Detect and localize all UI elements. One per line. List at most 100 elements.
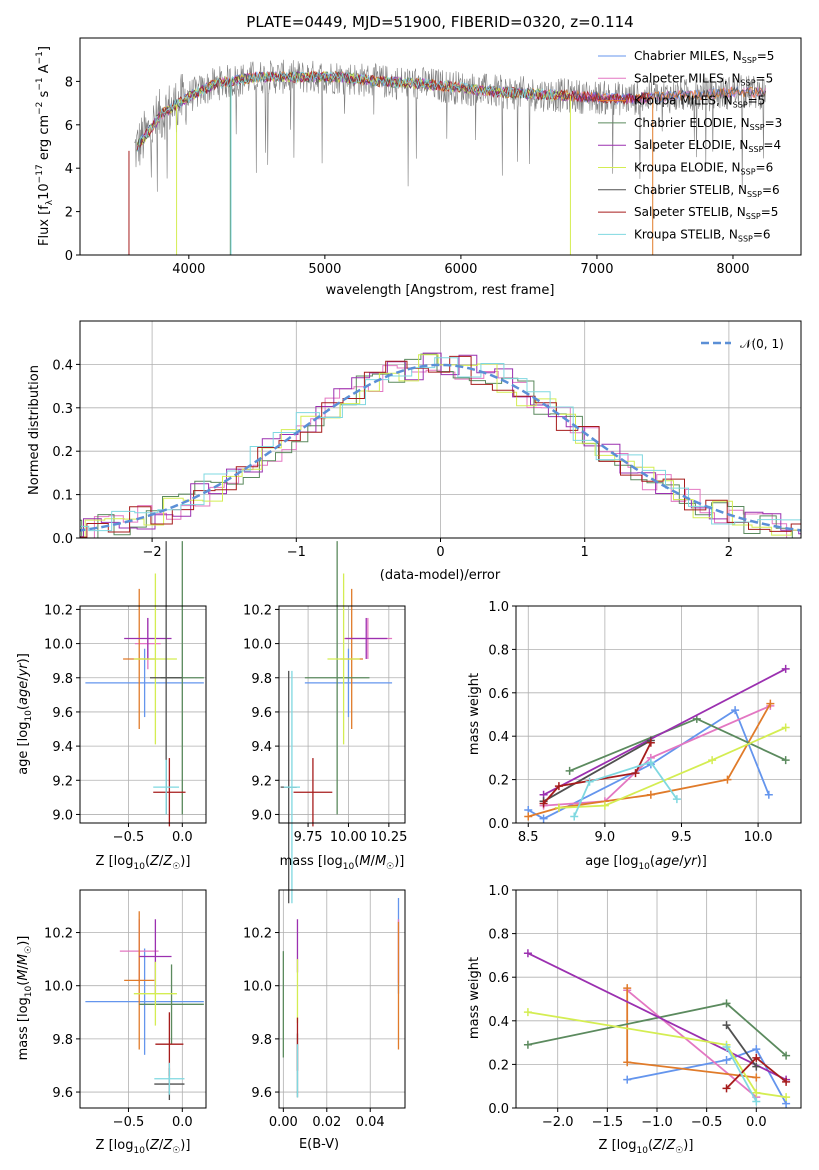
spectrum-xtick-label: 8000: [716, 262, 749, 277]
residual-ytick-label: 0.0: [52, 532, 73, 547]
weight-vs-age-marker: [539, 799, 548, 808]
weight-vs-age-ylabel: mass weight: [467, 673, 482, 755]
age-vs-Z-ytick-label: 9.6: [52, 706, 73, 721]
weight-vs-age-marker: [524, 812, 533, 821]
residual-histograms: [80, 352, 801, 538]
weight-vs-Z-marker: [623, 1075, 632, 1084]
residual-ytick-label: 0.3: [52, 402, 73, 417]
weight-vs-Z-ytick-label: 0.4: [488, 1015, 509, 1030]
weight-vs-Z-ylabel: mass weight: [467, 957, 482, 1039]
weight-vs-age-ytick-label: 0.4: [488, 730, 509, 745]
age-vs-Z-ytick-label: 9.0: [52, 808, 73, 823]
mass-vs-EBV-panel: 0.00 0.02 0.04 9.6 9.8 10.0 10.2: [243, 889, 406, 1130]
residual-xtick-label: −2: [143, 545, 162, 560]
age-vs-mass-ytick-label: 10.2: [243, 603, 272, 618]
weight-vs-age-marker: [723, 775, 732, 784]
weight-vs-Z-line-4: [527, 952, 787, 1081]
weight-vs-Z-xtick-label: −0.5: [691, 1115, 723, 1130]
weight-vs-age-marker: [600, 801, 609, 810]
weight-vs-Z-marker: [782, 1093, 791, 1102]
spectrum-xtick-label: 5000: [308, 262, 341, 277]
legend-label-1: Salpeter MILES, NSSP=5: [634, 71, 773, 87]
spectrum-xtick-label: 4000: [172, 262, 205, 277]
weight-vs-age-marker: [646, 790, 655, 799]
age-vs-Z-ytick-label: 10.0: [44, 638, 73, 653]
weight-vs-age-line-1: [543, 704, 771, 807]
spectrum-ytick-label: 8: [65, 75, 73, 90]
weight-vs-Z-marker: [752, 1088, 761, 1097]
weight-vs-Z-line-5: [527, 1011, 787, 1098]
weight-vs-age-marker: [781, 664, 790, 673]
weight-vs-Z-line-1: [626, 989, 757, 1098]
weight-vs-Z-line-0: [627, 1047, 787, 1105]
weight-vs-age-line-5: [558, 726, 787, 809]
legend-label-5: Kroupa ELODIE, NSSP=6: [634, 161, 773, 177]
age-vs-Z-xtick-label: −0.5: [113, 830, 145, 845]
mass-vs-EBV-ytick-label: 10.0: [243, 980, 272, 995]
spectrum-frame: [79, 37, 802, 256]
legend-label-0: Chabrier MILES, NSSP=5: [634, 49, 774, 65]
weight-vs-Z-marker: [523, 1008, 532, 1017]
weight-vs-age-panel: 8.5 9.0 9.5 10.0 0.0 0.2 0.4 0.6 0.8 1.0: [488, 600, 802, 845]
weight-vs-age-xtick-label: 9.0: [595, 830, 616, 845]
residual-panel: −2 −1 0 1 2 0.0 0.1 0.2 0.3 0.4 𝒩(0, 1) (data-mod…: [27, 320, 802, 583]
mass-vs-EBV-xtick-label: 0.00: [269, 1115, 298, 1130]
age-vs-Z-ytick-label: 9.8: [52, 672, 73, 687]
mass-vs-Z-xtick-label: −0.5: [113, 1115, 145, 1130]
weight-vs-age-marker: [646, 738, 655, 747]
spectrum-model-4: [136, 70, 652, 151]
mass-vs-Z-xtick-label: 0.0: [172, 1115, 193, 1130]
weight-vs-age-marker: [554, 782, 563, 791]
residual-ytick-label: 0.2: [52, 445, 73, 460]
spectrum-xtick-label: 7000: [580, 262, 613, 277]
weight-vs-age-marker: [708, 756, 717, 765]
residual-xlabel: (data-model)/error: [380, 568, 501, 583]
age-vs-Z-panel: −0.5 0.0 9.0 9.2 9.4 9.6 9.8 10.0 10.2: [44, 541, 207, 845]
weight-vs-age-marker: [539, 814, 548, 823]
weight-vs-age-line-3: [569, 717, 787, 772]
residual-ytick-label: 0.4: [52, 358, 73, 373]
mass-vs-EBV-ytick-label: 9.8: [251, 1033, 272, 1048]
weight-vs-Z-frame: [515, 889, 802, 1109]
weight-vs-age-marker: [692, 714, 701, 723]
weight-vs-Z-marker: [722, 999, 731, 1008]
spectrum-ytick-label: 2: [65, 206, 73, 221]
spectrum-ytick-label: 4: [65, 162, 73, 177]
weight-vs-age-ytick-label: 0.0: [488, 817, 509, 832]
residual-hist-3: [80, 354, 801, 538]
mass-vs-Z-ytick-label: 9.8: [52, 1033, 73, 1048]
weight-vs-age-xtick-label: 9.5: [671, 830, 692, 845]
age-vs-Z-ytick-label: 9.2: [52, 774, 73, 789]
weight-vs-age-line-8: [573, 761, 678, 817]
age-vs-mass-ytick-label: 9.8: [251, 672, 272, 687]
mass-vs-Z-xlabel: Z [log10(Z/Z☉)]: [96, 1138, 191, 1156]
weight-vs-Z-line-6: [725, 1024, 758, 1068]
mass-vs-Z-ytick-label: 10.2: [44, 927, 73, 942]
spectrum-title: PLATE=0449, MJD=51900, FIBERID=0320, z=0…: [246, 13, 633, 31]
age-vs-Z-frame: [79, 605, 207, 824]
weight-vs-age-marker: [554, 803, 563, 812]
age-vs-mass-xtick-label: 10.00: [330, 830, 367, 845]
spectrum-panel: PLATE=0449, MJD=51900, FIBERID=0320, z=0…: [35, 13, 802, 298]
residual-hist-2: [80, 352, 801, 538]
weight-vs-Z-ytick-label: 1.0: [488, 884, 509, 899]
legend-normal-label: 𝒩(0, 1): [740, 337, 784, 351]
spectrum-legend: Chabrier MILES, NSSP=5 Salpeter MILES, NS…: [598, 49, 782, 243]
mass-vs-Z-ytick-label: 9.6: [52, 1086, 73, 1101]
age-vs-Z-ylabel: age [log10(age/yr)]: [16, 653, 34, 775]
legend-label-4: Salpeter ELODIE, NSSP=4: [634, 138, 781, 154]
age-vs-mass-ytick-label: 9.6: [251, 706, 272, 721]
residual-ylabel: Normed distribution: [27, 365, 42, 495]
age-vs-Z-ytick-label: 10.2: [44, 603, 73, 618]
spectrum-xlabel: wavelength [Angstrom, rest frame]: [326, 283, 555, 298]
weight-vs-Z-marker: [752, 1062, 761, 1071]
weight-vs-age-marker: [565, 766, 574, 775]
weight-vs-Z-marker: [722, 1084, 731, 1093]
weight-vs-age-line-6: [543, 739, 652, 803]
mass-vs-EBV-frame: [278, 889, 406, 1109]
weight-vs-age-xlabel: age [log10(age/yr)]: [585, 854, 707, 872]
mass-vs-Z-ylabel: mass [log10(M/M☉)]: [16, 936, 34, 1061]
weight-vs-Z-ytick-label: 0.2: [488, 1058, 509, 1073]
weight-vs-Z-marker: [782, 1077, 791, 1086]
